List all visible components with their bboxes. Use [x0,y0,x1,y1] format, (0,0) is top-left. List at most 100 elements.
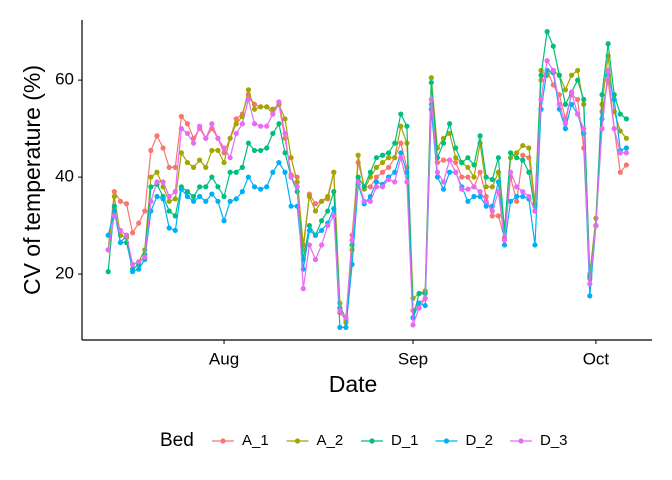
data-point [215,198,221,204]
data-point [514,198,520,204]
data-point [251,184,258,190]
data-point [568,101,575,107]
x-tick-label: Aug [209,349,239,368]
data-point [623,145,629,151]
data-point [355,174,361,180]
data-point [526,169,532,175]
data-point [258,186,264,192]
data-point [215,184,221,190]
data-point [209,121,215,127]
data-point [568,72,575,78]
data-point [337,324,343,330]
data-point [459,159,465,166]
data-point [203,135,209,141]
data-point [453,159,459,166]
data-point [343,324,349,330]
data-point [184,121,191,127]
data-point [197,184,203,190]
legend-label: D_2 [466,432,494,449]
data-point [276,99,282,105]
data-point [288,155,294,161]
data-point [593,222,599,229]
data-point [477,189,483,195]
data-point [465,164,471,170]
data-point [209,191,215,197]
data-point [623,162,629,168]
data-point [337,307,343,314]
data-point [501,237,508,243]
data-point [483,203,489,209]
data-point [160,196,166,202]
data-point [270,169,276,175]
y-tick-label: 20 [55,264,74,283]
data-point [501,242,508,248]
data-point [556,101,562,107]
data-point [312,256,319,263]
data-point [318,198,325,204]
data-point [575,77,581,83]
data-point [544,58,550,64]
data-point [245,96,252,103]
data-point [166,225,172,231]
legend-key-dot [369,438,375,444]
x-tick-label: Oct [583,349,610,368]
data-point [251,147,258,154]
data-point [514,193,520,200]
data-point [123,201,130,207]
data-point [404,123,410,129]
legend-label: D_3 [540,432,568,449]
data-point [373,174,380,180]
data-point [398,140,404,146]
data-point [306,193,312,200]
data-point [294,179,300,185]
data-point [221,150,227,156]
data-point [575,67,581,74]
data-point [465,155,471,161]
data-point [105,247,111,253]
data-point [136,220,142,226]
data-point [514,155,520,161]
legend-key-dot [294,438,301,444]
data-point [575,111,581,117]
data-point [148,174,154,180]
data-point [233,121,239,127]
data-point [611,126,617,132]
data-point [550,67,556,74]
data-point [312,232,319,238]
data-point [111,193,117,200]
data-point [197,157,203,163]
data-point [325,208,331,214]
data-point [623,135,629,141]
data-point [379,152,386,158]
data-point [190,193,197,200]
data-point [142,208,148,214]
data-point [160,179,166,185]
data-point [471,174,477,180]
data-point [605,67,611,74]
data-point [331,206,337,212]
data-point [617,150,623,156]
data-point [312,208,319,214]
data-point [178,113,184,120]
data-point [562,126,569,132]
data-point [428,75,434,81]
data-point [178,186,184,192]
data-point [172,227,178,234]
data-point [599,92,605,98]
data-point [105,232,111,238]
data-point [221,145,227,151]
data-point [495,213,501,219]
data-point [306,227,312,234]
data-point [392,140,398,146]
data-point [361,184,367,190]
data-point [166,164,172,170]
data-point [367,169,373,175]
data-point [520,189,526,195]
data-point [233,196,239,202]
data-point [520,152,526,158]
data-point [318,242,325,248]
data-point [117,227,124,234]
data-point [520,193,526,200]
data-point [599,116,605,122]
y-axis-title: CV of temperature (%) [19,65,45,295]
